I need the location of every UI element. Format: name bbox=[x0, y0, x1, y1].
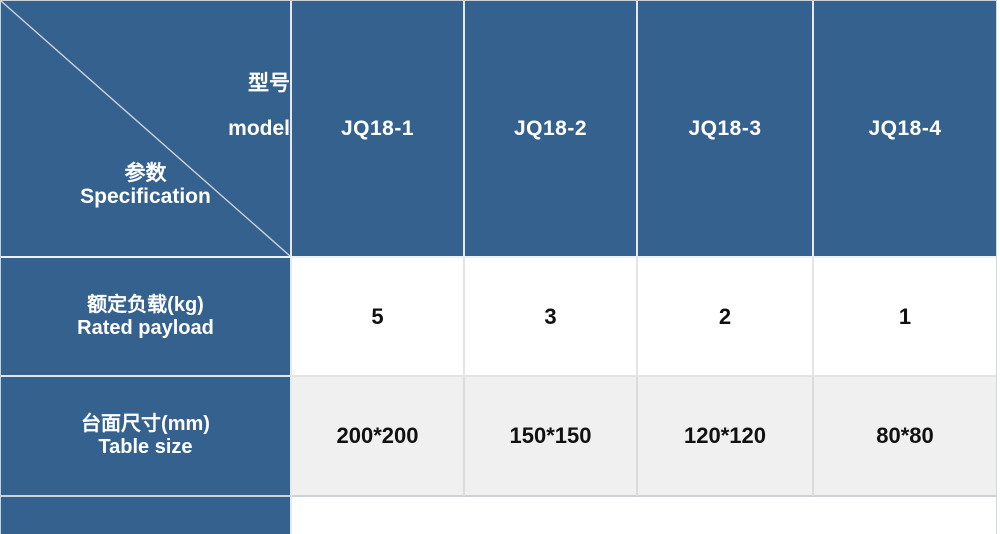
cell-table-size-jq18-2: 150*150 bbox=[465, 377, 638, 497]
corner-header-cell: 型号 model 参数 Specification bbox=[1, 1, 292, 258]
diagonal-divider-line bbox=[1, 1, 290, 256]
spec-label-en: Specification bbox=[80, 185, 211, 208]
cell-rated-payload-jq18-1: 5 bbox=[292, 258, 465, 377]
column-header-model-1: JQ18-1 bbox=[292, 1, 465, 258]
spec-label-zh: 参数 bbox=[124, 162, 167, 185]
cell-rated-payload-jq18-3: 2 bbox=[638, 258, 814, 377]
cell-value: 1 bbox=[898, 303, 912, 329]
row-label-partial bbox=[1, 497, 292, 534]
cell-rated-payload-jq18-4: 1 bbox=[814, 258, 996, 377]
column-header-label: JQ18-2 bbox=[513, 116, 588, 140]
column-header-model-2: JQ18-2 bbox=[465, 1, 638, 258]
row-label-table-size: 台面尺寸(mm) Table size bbox=[1, 377, 292, 497]
model-axis-label: 型号 model bbox=[228, 72, 290, 141]
column-header-model-3: JQ18-3 bbox=[638, 1, 814, 258]
cell-value: 3 bbox=[544, 303, 557, 329]
spec-axis-label: 参数 Specification bbox=[1, 162, 290, 208]
row-label-zh: 台面尺寸(mm) bbox=[81, 413, 210, 435]
cell-table-size-jq18-1: 200*200 bbox=[292, 377, 465, 497]
column-header-model-4: JQ18-4 bbox=[814, 1, 996, 258]
row-label-zh: 额定负载(kg) bbox=[87, 293, 204, 316]
model-label-en: model bbox=[228, 117, 290, 140]
partial-row-cells bbox=[292, 497, 996, 534]
row-label-en: Rated payload bbox=[77, 316, 214, 339]
cell-value: 2 bbox=[718, 303, 732, 329]
cell-rated-payload-jq18-2: 3 bbox=[465, 258, 638, 377]
cell-value: 150*150 bbox=[509, 423, 592, 448]
cell-value: 200*200 bbox=[336, 423, 419, 448]
cell-table-size-jq18-4: 80*80 bbox=[814, 377, 996, 497]
model-label-zh: 型号 bbox=[248, 72, 290, 95]
column-header-label: JQ18-1 bbox=[340, 116, 415, 140]
cell-value: 120*120 bbox=[684, 423, 766, 448]
cell-value: 80*80 bbox=[876, 423, 934, 448]
row-label-rated-payload: 额定负载(kg) Rated payload bbox=[1, 258, 292, 377]
cell-table-size-jq18-3: 120*120 bbox=[638, 377, 814, 497]
cell-value: 5 bbox=[371, 303, 384, 329]
row-label-en: Table size bbox=[98, 436, 193, 458]
column-header-label: JQ18-4 bbox=[868, 116, 942, 140]
column-header-label: JQ18-3 bbox=[688, 116, 762, 140]
